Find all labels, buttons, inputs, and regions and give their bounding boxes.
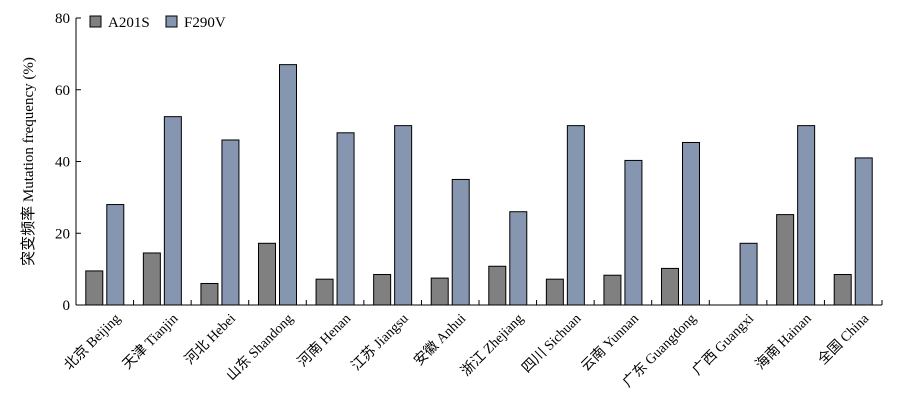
bars <box>85 64 873 306</box>
legend-swatch <box>165 15 178 28</box>
category-label: 海南 Hainan <box>753 311 815 373</box>
y-tick-label: 80 <box>55 11 70 27</box>
bar-a201s-12 <box>776 214 795 306</box>
legend: A201S F290V <box>89 15 226 31</box>
y-tick-label: 0 <box>63 298 71 314</box>
bar-a201s-1 <box>142 252 161 306</box>
y-tick-label: 60 <box>55 83 70 99</box>
bar-a201s-0 <box>85 270 104 306</box>
bar-a201s-8 <box>545 278 564 306</box>
bar-f290v-12 <box>797 125 816 306</box>
bar-f290v-10 <box>682 141 700 306</box>
y-tick-label: 40 <box>55 155 70 171</box>
bar-f290v-9 <box>624 159 643 306</box>
bar-f290v-5 <box>394 125 413 306</box>
y-tick-label: 20 <box>55 226 70 242</box>
category-label: 全国 China <box>814 309 872 367</box>
bar-f290v-0 <box>106 204 125 306</box>
bar-a201s-2 <box>200 282 219 306</box>
category-label: 河南 Henan <box>295 311 354 370</box>
legend-label: A201S <box>108 15 150 31</box>
bar-f290v-1 <box>163 116 182 306</box>
bar-a201s-10 <box>661 267 679 306</box>
category-label: 河北 Hebei <box>182 311 239 368</box>
bar-a201s-3 <box>258 242 276 306</box>
bar-f290v-6 <box>451 178 470 306</box>
bar-f290v-2 <box>221 139 240 306</box>
category-label: 广西 Guangxi <box>689 311 757 379</box>
bar-a201s-7 <box>488 265 507 306</box>
category-label: 北京 Beijing <box>61 311 124 374</box>
bar-f290v-8 <box>566 125 585 306</box>
bar-a201s-13 <box>833 274 852 306</box>
category-label: 江苏 Jiangsu <box>348 311 411 374</box>
category-label: 安徽 Anhui <box>411 311 469 369</box>
bar-f290v-11 <box>739 242 758 306</box>
bar-a201s-6 <box>430 277 449 306</box>
bar-f290v-4 <box>336 132 355 306</box>
bar-a201s-4 <box>315 278 334 306</box>
category-label: 浙江 Zhejiang <box>458 311 527 380</box>
bar-f290v-3 <box>279 64 297 306</box>
category-label: 云南 Yunnan <box>578 311 642 375</box>
bar-f290v-7 <box>509 211 528 306</box>
bar-a201s-5 <box>373 274 392 306</box>
category-label: 天津 Tianjin <box>120 311 182 373</box>
legend-swatch <box>89 15 102 28</box>
bar-a201s-9 <box>603 274 622 306</box>
bar-f290v-13 <box>854 157 873 306</box>
category-label: 四川 Sichuan <box>520 311 585 376</box>
legend-label: F290V <box>184 15 226 31</box>
y-axis-title: 突变频率 Mutation frequency (%) <box>20 57 37 266</box>
